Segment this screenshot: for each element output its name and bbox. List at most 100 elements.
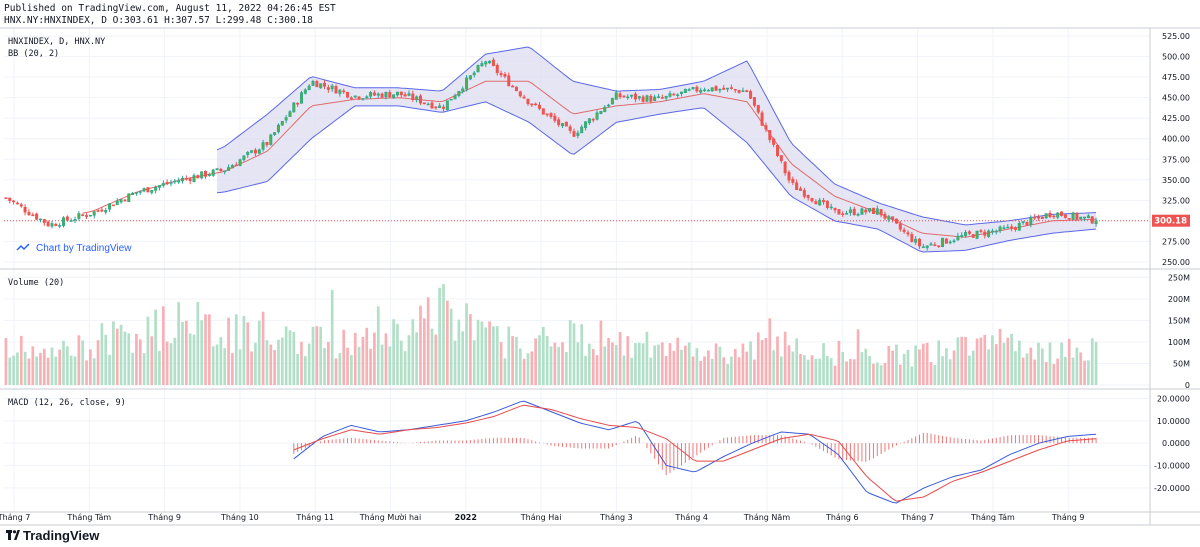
candle-body <box>12 200 16 203</box>
candle-body <box>15 202 19 205</box>
volume-bar <box>975 338 979 385</box>
candle-body <box>729 87 733 89</box>
candle-body <box>626 96 630 99</box>
candle-body <box>618 93 622 98</box>
candle-body <box>553 115 557 121</box>
candle-body <box>1006 226 1010 229</box>
candle-body <box>142 188 146 192</box>
candle-body <box>1048 213 1052 218</box>
chart-by-tradingview-link[interactable]: Chart by TradingView <box>16 243 131 254</box>
candle-body <box>342 90 346 93</box>
candle-body <box>338 89 342 94</box>
volume-bar <box>883 362 887 385</box>
candle-body <box>760 112 764 126</box>
volume-bar <box>948 359 952 385</box>
candle-body <box>303 89 307 94</box>
volume-bar <box>860 352 864 385</box>
candle-body <box>718 88 722 91</box>
pane-dividers <box>0 27 1200 526</box>
candle-body <box>50 223 54 227</box>
volume-indicator-label[interactable]: Volume (20) <box>8 278 64 288</box>
candle-body <box>8 197 12 201</box>
candle-body <box>810 198 814 202</box>
volume-bar <box>238 349 242 385</box>
volume-bar <box>833 365 837 385</box>
volume-bar <box>472 340 476 385</box>
volume-bar <box>1060 342 1063 385</box>
candle-body <box>415 96 419 101</box>
candle-body <box>852 208 856 216</box>
price-axis-tick: 350.00 <box>1162 176 1190 185</box>
volume-bar <box>54 356 58 385</box>
volume-bar <box>941 356 944 385</box>
volume-bar <box>645 331 649 385</box>
candle-body <box>941 237 945 247</box>
candle-body <box>73 219 77 221</box>
volume-bar <box>1044 362 1048 385</box>
candle-body <box>242 155 246 160</box>
volume-bar <box>588 343 591 385</box>
volume-bar <box>756 332 760 385</box>
volume-bar <box>89 349 92 385</box>
candle-body <box>357 96 361 100</box>
volume-bar <box>964 337 967 385</box>
candle-body <box>115 200 119 205</box>
volume-bar <box>730 356 733 385</box>
volume-bar <box>779 356 783 385</box>
time-axis-tick: Tháng 6 <box>825 513 859 522</box>
volume-bar <box>138 339 142 385</box>
volume-bar <box>879 365 883 385</box>
candle-body <box>864 209 868 213</box>
volume-bar <box>768 318 772 385</box>
volume-bar <box>538 335 541 385</box>
price-axis-tick: 500.00 <box>1162 53 1190 62</box>
volume-bar <box>922 343 925 385</box>
volume-bar <box>956 337 960 385</box>
candle-body <box>733 89 737 91</box>
price-axis-tick: 275.00 <box>1162 237 1190 246</box>
volume-bar <box>465 303 468 385</box>
candle-body <box>234 164 238 167</box>
candle-body <box>23 206 27 213</box>
volume-bar <box>434 334 438 385</box>
volume-bar <box>818 358 822 385</box>
volume-axis-tick: 100M <box>1168 338 1190 347</box>
volume-bar <box>937 340 941 385</box>
candle-body <box>990 230 994 233</box>
bb-indicator-label[interactable]: BB (20, 2) <box>8 49 59 59</box>
candle-body <box>768 130 772 140</box>
volume-bar <box>799 353 802 385</box>
candle-body <box>173 180 177 183</box>
volume-bar <box>1083 360 1086 385</box>
candle-body <box>637 96 641 99</box>
macd-indicator-label[interactable]: MACD (12, 26, close, 9) <box>8 398 126 408</box>
candle-body <box>772 138 776 145</box>
bollinger-middle-band <box>82 80 1097 238</box>
volume-bar <box>246 322 250 385</box>
candle-body <box>495 64 499 74</box>
candle-body <box>806 195 810 198</box>
volume-bar <box>231 353 234 385</box>
candle-body <box>822 200 826 203</box>
volume-bar <box>184 320 188 385</box>
volume-bar <box>173 337 177 385</box>
volume-bar <box>902 353 906 385</box>
candle-body <box>537 104 541 109</box>
candle-body <box>680 91 684 94</box>
volume-bar <box>753 359 756 385</box>
volume-bar <box>104 334 108 385</box>
volume-bar <box>303 356 307 385</box>
tradingview-brand[interactable]: TradingView <box>6 528 99 543</box>
volume-bar <box>58 349 62 385</box>
volume-pane <box>4 284 1098 385</box>
volume-bar <box>595 355 599 385</box>
volume-bar <box>488 321 491 385</box>
volume-bar <box>135 333 138 385</box>
volume-bar <box>787 345 791 385</box>
candle-body <box>595 112 599 120</box>
candle-body <box>418 95 422 104</box>
candle-body <box>561 123 565 127</box>
candle-body <box>192 175 196 182</box>
volume-bar <box>852 359 856 385</box>
